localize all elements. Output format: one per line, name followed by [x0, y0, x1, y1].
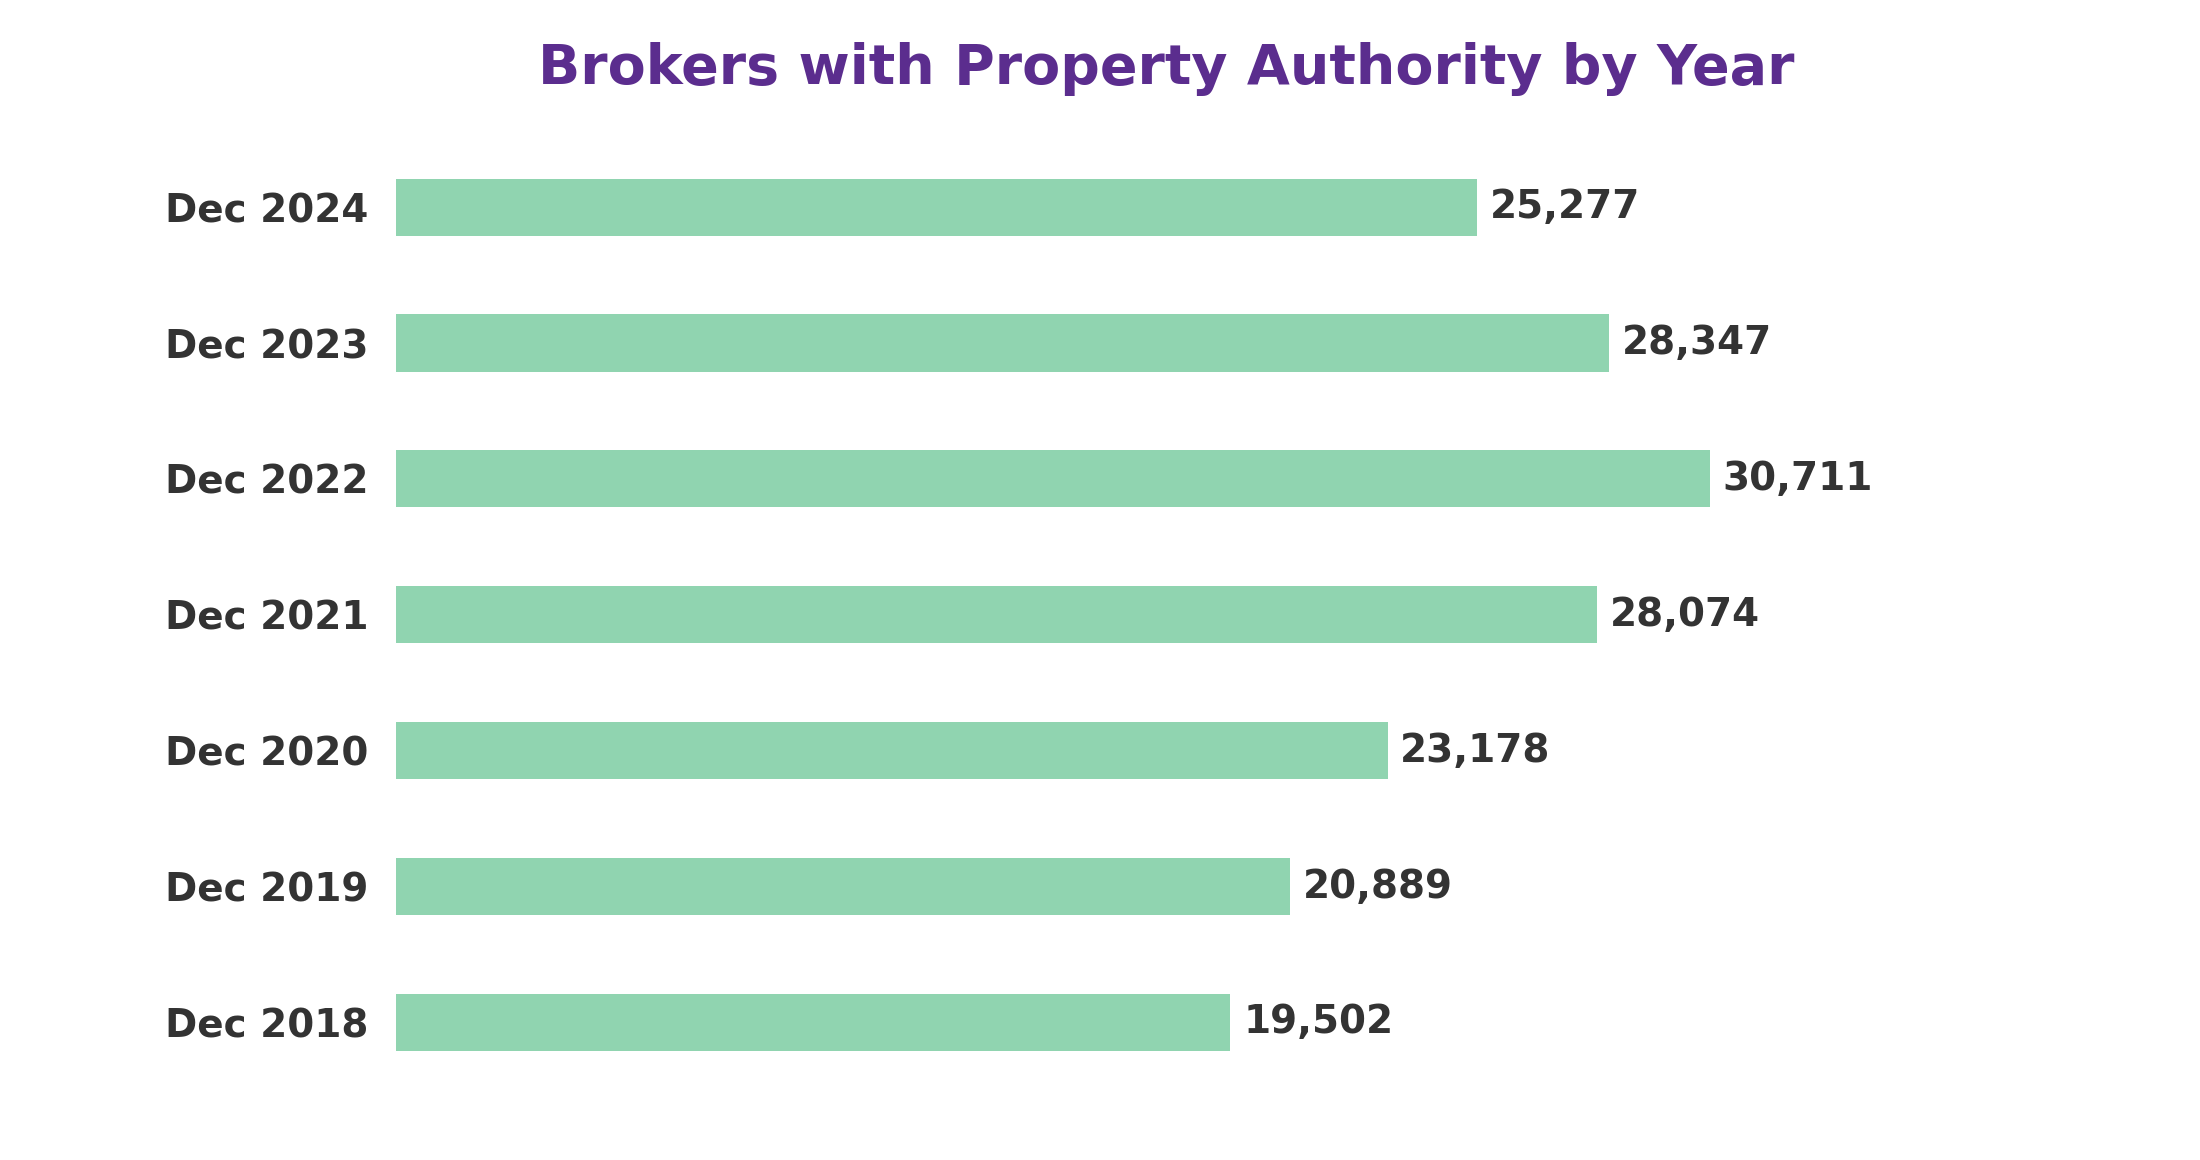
Bar [396, 586, 1597, 644]
Bar [396, 994, 1230, 1051]
Text: 20,889: 20,889 [1302, 868, 1452, 906]
Text: 28,347: 28,347 [1621, 324, 1771, 362]
Text: 19,502: 19,502 [1243, 1003, 1393, 1042]
Bar [396, 858, 1289, 915]
Bar [396, 450, 1709, 507]
Text: 30,711: 30,711 [1723, 459, 1872, 498]
Title: Brokers with Property Authority by Year: Brokers with Property Authority by Year [537, 42, 1795, 95]
Bar [396, 314, 1608, 371]
Bar [396, 179, 1476, 235]
Bar [396, 723, 1388, 780]
Text: 25,277: 25,277 [1489, 188, 1641, 226]
Text: 23,178: 23,178 [1401, 732, 1551, 770]
Text: 28,074: 28,074 [1610, 596, 1760, 633]
